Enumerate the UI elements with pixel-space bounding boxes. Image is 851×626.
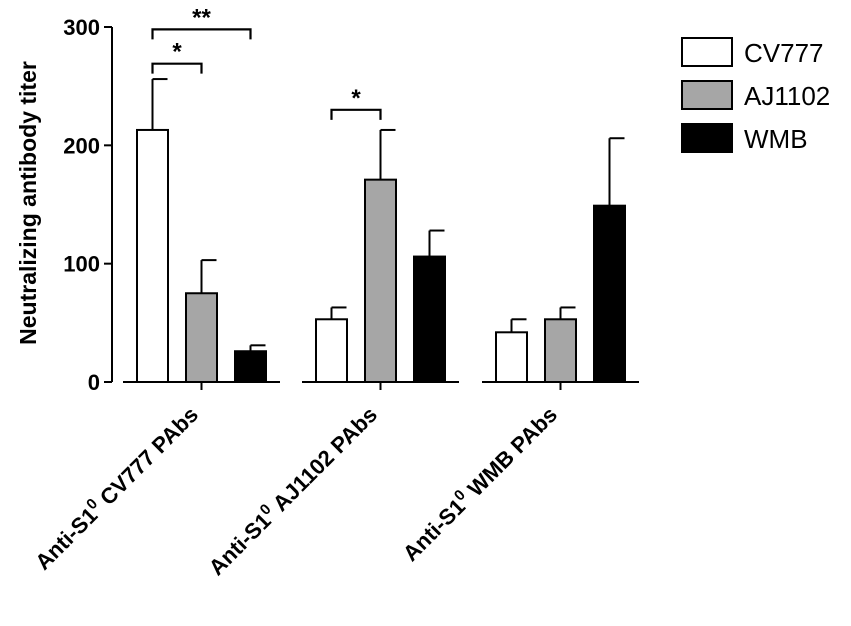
significance-label: ** bbox=[192, 4, 211, 31]
bar-cv777 bbox=[495, 331, 528, 383]
legend-label-aj1102: AJ1102 bbox=[744, 81, 830, 111]
significance-bracket bbox=[151, 62, 203, 74]
y-tick-label: 200 bbox=[63, 133, 100, 158]
y-tick-label: 100 bbox=[63, 252, 100, 277]
significance-bracket bbox=[151, 28, 252, 40]
bar-aj1102 bbox=[364, 178, 397, 383]
legend-swatch-aj1102 bbox=[681, 80, 733, 110]
x-category-label: Anti-S10 WMB PAbs bbox=[396, 400, 562, 566]
bar-aj1102 bbox=[544, 318, 577, 383]
significance-label: * bbox=[172, 39, 182, 66]
x-category-label: Anti-S10 CV777 PAbs bbox=[29, 400, 203, 574]
significance-label: * bbox=[351, 85, 361, 112]
legend-swatch-cv777 bbox=[681, 37, 733, 67]
legend-swatch-wmb bbox=[681, 123, 733, 153]
y-axis-label: Neutralizing antibody titer bbox=[15, 61, 41, 345]
bar-wmb bbox=[593, 204, 626, 383]
legend-label-wmb: WMB bbox=[744, 124, 808, 154]
y-tick-label: 300 bbox=[63, 15, 100, 40]
bar-wmb bbox=[413, 255, 446, 384]
legend: CV777 AJ1102 WMB bbox=[681, 37, 830, 154]
x-category-label: Anti-S10 AJ1102 PAbs bbox=[202, 400, 382, 580]
y-tick-label: 0 bbox=[88, 370, 100, 395]
bar-aj1102 bbox=[185, 292, 218, 383]
legend-label-cv777: CV777 bbox=[744, 38, 824, 68]
significance-bracket bbox=[330, 108, 382, 120]
bar-cv777 bbox=[315, 318, 348, 383]
bar-cv777 bbox=[136, 128, 169, 383]
bar-wmb bbox=[234, 350, 267, 384]
